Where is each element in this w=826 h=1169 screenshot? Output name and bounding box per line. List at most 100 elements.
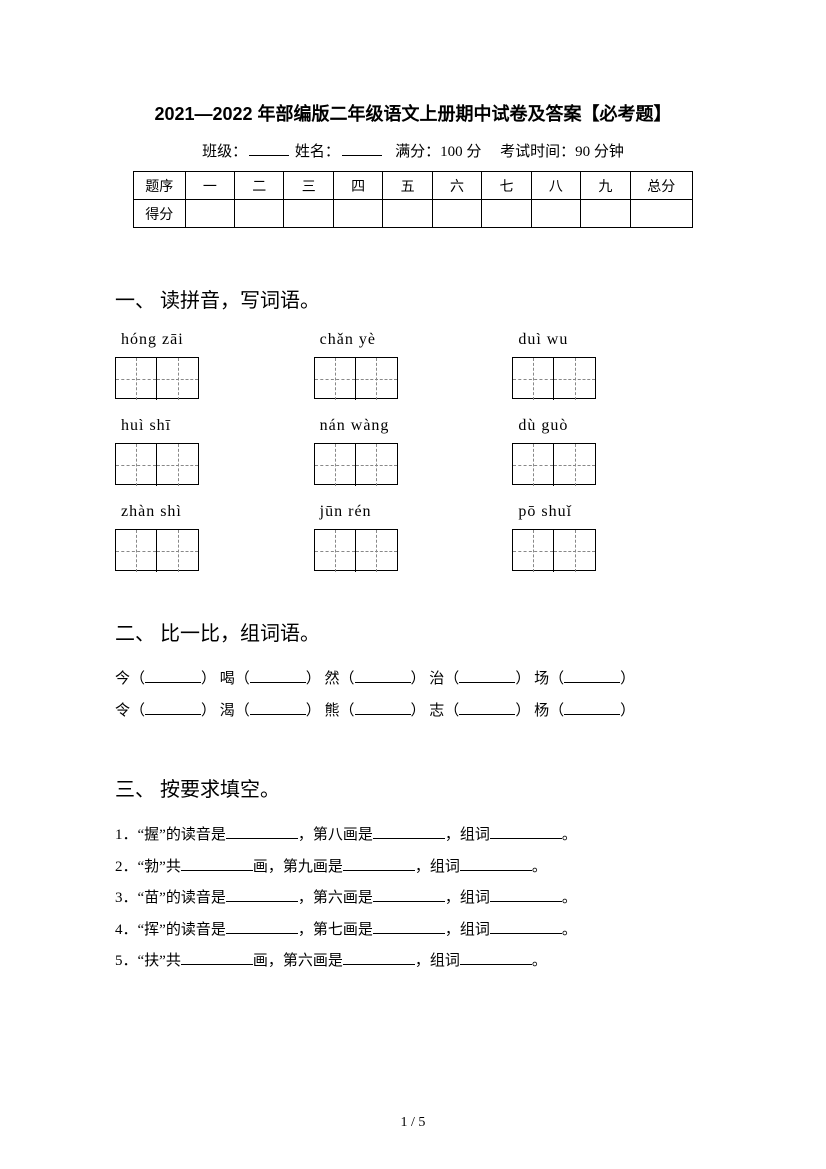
score-cell[interactable]	[284, 200, 333, 228]
score-cell[interactable]	[581, 200, 630, 228]
page-number: 1 / 5	[0, 1115, 826, 1131]
col-9: 九	[581, 172, 630, 200]
tz-cell[interactable]	[315, 444, 356, 486]
table-row: 题序 一 二 三 四 五 六 七 八 九 总分	[134, 172, 693, 200]
section2-heading: 二、 比一比，组词语。	[115, 617, 711, 646]
pinyin-item: zhàn shì	[115, 503, 314, 571]
blank[interactable]	[355, 701, 411, 715]
pinyin-row: huì shīnán wàngdù guò	[115, 417, 711, 485]
txt: ，组词	[445, 827, 490, 843]
score-cell[interactable]	[333, 200, 382, 228]
section3-heading: 三、 按要求填空。	[115, 773, 711, 802]
txt: 画，第九画是	[253, 859, 343, 875]
blank[interactable]	[490, 920, 562, 934]
class-blank[interactable]	[249, 142, 289, 156]
section2-body: 今（） 喝（） 然（） 治（） 场（） 令（） 渴（） 熊（） 志（） 杨（）	[115, 664, 711, 727]
tz-cell[interactable]	[554, 358, 595, 400]
blank[interactable]	[355, 669, 411, 683]
txt: ） 喝（	[201, 671, 250, 687]
txt: ，组词	[415, 953, 460, 969]
txt: ） 熊（	[306, 703, 355, 719]
blank[interactable]	[373, 920, 445, 934]
col-3: 三	[284, 172, 333, 200]
score-cell[interactable]	[185, 200, 234, 228]
tz-cell[interactable]	[513, 358, 554, 400]
tz-cell[interactable]	[356, 530, 397, 572]
blank[interactable]	[564, 701, 620, 715]
tz-cell[interactable]	[513, 444, 554, 486]
tz-cell[interactable]	[157, 530, 198, 572]
blank[interactable]	[373, 888, 445, 902]
blank[interactable]	[459, 701, 515, 715]
tz-cell[interactable]	[116, 358, 157, 400]
pinyin-container: hóng zāichǎn yèduì wu huì shīnán wàngdù g…	[115, 331, 711, 571]
pinyin-label: zhàn shì	[115, 503, 182, 521]
score-cell[interactable]	[531, 200, 580, 228]
blank[interactable]	[145, 701, 201, 715]
blank[interactable]	[226, 920, 298, 934]
fill-line: 1．“握”的读音是，第八画是，组词。	[115, 820, 711, 852]
txt: 4．“挥”的读音是	[115, 922, 226, 938]
row2-label: 得分	[134, 200, 186, 228]
blank[interactable]	[460, 951, 532, 965]
score-cell[interactable]	[235, 200, 284, 228]
txt: ，组词	[415, 859, 460, 875]
blank[interactable]	[343, 951, 415, 965]
txt: ，第六画是	[298, 890, 373, 906]
pinyin-label: pō shuǐ	[512, 503, 572, 521]
blank[interactable]	[343, 857, 415, 871]
tianzige-box[interactable]	[512, 357, 596, 399]
tianzige-box[interactable]	[115, 357, 199, 399]
tz-cell[interactable]	[554, 444, 595, 486]
tz-cell[interactable]	[315, 358, 356, 400]
tz-cell[interactable]	[356, 358, 397, 400]
txt: 。	[562, 827, 577, 843]
class-label: 班级：	[202, 144, 247, 160]
tz-cell[interactable]	[513, 530, 554, 572]
txt: 5．“扶”共	[115, 953, 181, 969]
name-blank[interactable]	[342, 142, 382, 156]
pinyin-row: hóng zāichǎn yèduì wu	[115, 331, 711, 399]
tz-cell[interactable]	[356, 444, 397, 486]
pinyin-item: nán wàng	[314, 417, 513, 485]
blank[interactable]	[145, 669, 201, 683]
tianzige-box[interactable]	[115, 529, 199, 571]
tianzige-box[interactable]	[314, 443, 398, 485]
tz-cell[interactable]	[157, 358, 198, 400]
tz-cell[interactable]	[157, 444, 198, 486]
col-8: 八	[531, 172, 580, 200]
blank[interactable]	[490, 825, 562, 839]
tz-cell[interactable]	[315, 530, 356, 572]
score-cell[interactable]	[630, 200, 692, 228]
col-4: 四	[333, 172, 382, 200]
blank[interactable]	[373, 825, 445, 839]
col-6: 六	[432, 172, 481, 200]
blank[interactable]	[459, 669, 515, 683]
blank[interactable]	[226, 888, 298, 902]
col-total: 总分	[630, 172, 692, 200]
tz-cell[interactable]	[116, 530, 157, 572]
tz-cell[interactable]	[116, 444, 157, 486]
blank[interactable]	[564, 669, 620, 683]
score-cell[interactable]	[432, 200, 481, 228]
tz-cell[interactable]	[554, 530, 595, 572]
blank[interactable]	[490, 888, 562, 902]
blank[interactable]	[460, 857, 532, 871]
tianzige-box[interactable]	[512, 443, 596, 485]
blank[interactable]	[181, 951, 253, 965]
blank[interactable]	[250, 701, 306, 715]
score-cell[interactable]	[383, 200, 432, 228]
col-5: 五	[383, 172, 432, 200]
score-cell[interactable]	[482, 200, 531, 228]
tianzige-box[interactable]	[115, 443, 199, 485]
meta-line: 班级： 姓名： 满分：100 分 考试时间：90 分钟	[115, 140, 711, 161]
pinyin-row-block: zhàn shìjūn rénpō shuǐ	[115, 503, 711, 571]
blank[interactable]	[250, 669, 306, 683]
tianzige-box[interactable]	[512, 529, 596, 571]
pinyin-label: hóng zāi	[115, 331, 184, 349]
blank[interactable]	[226, 825, 298, 839]
txt: 画，第六画是	[253, 953, 343, 969]
blank[interactable]	[181, 857, 253, 871]
tianzige-box[interactable]	[314, 357, 398, 399]
tianzige-box[interactable]	[314, 529, 398, 571]
